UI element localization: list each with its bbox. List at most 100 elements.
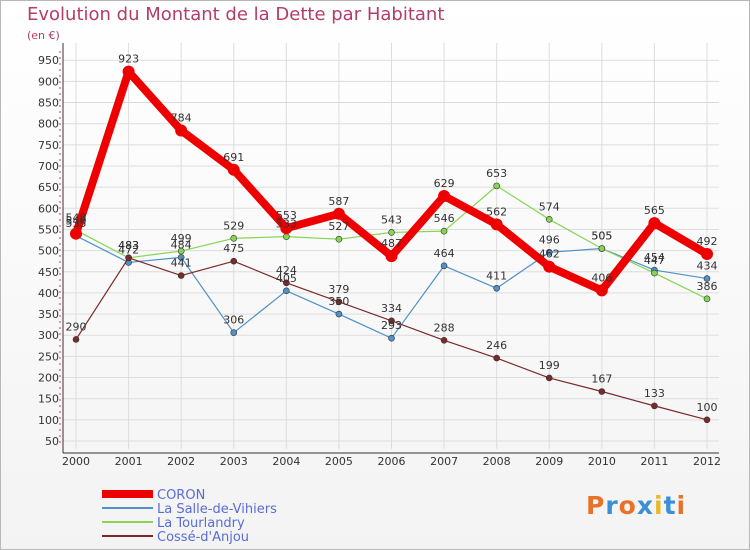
data-point [598,245,606,252]
data-label: 484 [171,238,192,251]
data-point [70,227,82,240]
data-label: 784 [171,111,192,124]
data-label: 529 [223,219,244,232]
data-point [388,334,395,342]
y-tick-label: 750 [38,139,59,152]
y-tick-label: 900 [38,75,59,88]
data-point [493,182,500,190]
x-tick-label: 2009 [535,455,563,468]
data-point [703,295,711,303]
data-label: 288 [434,321,455,334]
logo-letter: o [618,491,637,520]
data-point [335,235,343,243]
data-point [177,247,185,255]
x-tick-label: 2001 [115,455,143,468]
y-tick-label: 150 [38,393,59,406]
data-point [230,235,238,242]
x-tick-label: 2003 [220,455,248,468]
data-label: 483 [118,239,139,252]
legend-label: CORON [157,488,205,503]
x-tick-label: 2005 [325,455,353,468]
data-point [703,416,711,424]
data-point [230,329,238,336]
data-label: 386 [697,280,718,293]
data-label: 406 [591,271,612,284]
data-point [283,233,290,240]
y-tick-label: 950 [38,54,59,67]
data-point [598,388,606,395]
logo-letter: r [605,491,619,520]
x-tick-label: 2006 [378,455,406,468]
data-label: 290 [66,320,87,333]
data-label: 629 [434,177,455,190]
data-label: 535 [66,217,87,230]
data-point [440,337,448,344]
data-label: 424 [276,264,297,277]
data-point [177,254,185,261]
y-tick-label: 100 [38,414,59,427]
data-label: 553 [276,209,297,222]
data-label: 475 [223,242,244,255]
data-label: 447 [644,254,665,267]
x-tick-label: 2002 [167,455,195,468]
data-point [280,222,293,235]
proxiti-logo: Proxiti [586,491,686,520]
data-point [230,257,238,265]
data-point [440,262,448,270]
legend-label: La Salle-de-Vihiers [157,502,277,517]
data-label: 496 [539,233,560,246]
data-point [545,249,553,256]
data-label: 923 [118,53,139,66]
data-label: 505 [591,230,612,243]
data-label: 306 [223,314,244,327]
data-point [283,287,290,295]
data-point [177,272,185,279]
data-point [388,229,395,236]
x-tick-label: 2007 [430,455,458,468]
data-point [335,310,343,318]
data-label: 411 [486,269,507,282]
data-label: 574 [539,200,560,213]
data-point [335,298,343,306]
data-point [440,227,448,235]
y-tick-label: 200 [38,372,59,385]
data-point [651,269,658,277]
logo-letter: t [663,491,677,520]
data-label: 546 [434,212,455,225]
data-label: 462 [539,248,560,261]
data-label: 350 [328,295,349,308]
data-point [227,163,240,176]
series-coss-d-anjou [72,254,711,424]
logo-letter: i [676,491,687,520]
data-label: 499 [171,232,192,245]
data-point [493,284,500,292]
data-label: 246 [486,339,507,352]
data-point [490,218,503,231]
data-point [701,248,713,260]
data-label: 464 [434,247,455,260]
data-point [595,284,608,297]
logo-letter: x [636,491,654,520]
y-tick-label: 50 [45,435,59,448]
y-tick-label: 350 [38,308,59,321]
data-label: 167 [591,373,612,386]
data-point [283,279,290,287]
x-tick-label: 2010 [588,455,616,468]
series-coron [70,65,713,297]
chart-title: Evolution du Montant de la Dette par Hab… [27,4,445,25]
x-tick-label: 2004 [272,455,300,468]
y-tick-label: 500 [38,245,59,258]
data-point [543,260,556,273]
y-tick-label: 300 [38,329,59,342]
data-label: 487 [381,237,402,250]
logo-letter: P [586,491,606,520]
data-point [545,216,553,223]
x-tick-label: 2012 [693,455,721,468]
data-point [648,217,661,230]
data-label: 434 [697,260,718,273]
data-label: 505 [591,230,612,243]
data-point [72,336,80,343]
data-label: 133 [644,387,665,400]
